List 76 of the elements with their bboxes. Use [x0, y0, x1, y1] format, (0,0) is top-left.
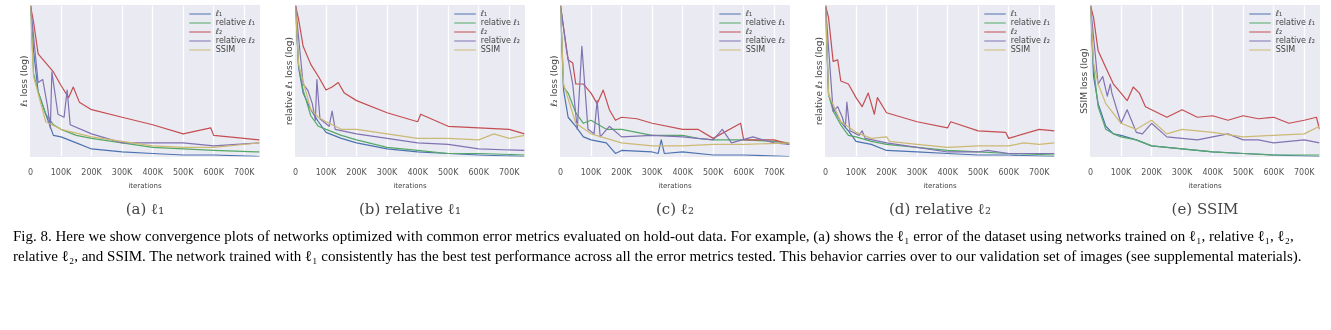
legend-label: relative ℓ₁: [745, 18, 785, 27]
x-tick-label: 0: [1087, 167, 1094, 177]
x-tick-label: 700K: [498, 167, 521, 177]
legend-label: ℓ₁: [480, 9, 489, 18]
y-axis-title: relative ℓ₂ loss (log): [813, 37, 824, 125]
x-tick-label: 300K: [111, 167, 134, 177]
x-tick-label: 0: [822, 167, 829, 177]
legend-label: relative ℓ₂: [480, 36, 520, 45]
x-tick-label: 600K: [733, 167, 755, 177]
legend-label: ℓ₂: [215, 27, 224, 36]
legend-label: relative ℓ₂: [215, 36, 255, 45]
legend-label: SSIM: [1275, 45, 1296, 54]
x-tick-label: 300K: [376, 167, 399, 177]
x-tick-label: 400K: [1202, 167, 1224, 177]
x-tick-label: 500K: [702, 167, 725, 177]
legend-label: ℓ₂: [480, 27, 489, 36]
legend-label: SSIM: [1010, 45, 1031, 54]
x-tick-label: 700K: [1293, 167, 1316, 177]
x-tick-label: 400K: [407, 167, 429, 177]
x-tick-label: 300K: [906, 167, 929, 177]
text: (d) relative ℓ₂: [889, 199, 992, 218]
legend-label: ℓ₁: [1010, 9, 1019, 18]
legend-label: ℓ₁: [745, 9, 754, 18]
x-tick-label: 0: [292, 167, 299, 177]
legend-label: relative ℓ₂: [745, 36, 785, 45]
x-tick-label: 400K: [672, 167, 694, 177]
legend-label: SSIM: [215, 45, 236, 54]
legend-label: relative ℓ₁: [1275, 18, 1315, 27]
legend-label: ℓ₂: [1010, 27, 1019, 36]
text: (e) SSIM: [1171, 199, 1239, 218]
x-tick-label: 200K: [876, 167, 898, 177]
legend-label: ℓ₂: [745, 27, 754, 36]
x-tick-label: 500K: [1232, 167, 1255, 177]
x-tick-label: 0: [557, 167, 564, 177]
x-tick-label: 200K: [611, 167, 633, 177]
text: (c) ℓ₂: [655, 199, 695, 218]
x-tick-label: 100K: [1110, 167, 1133, 177]
legend-label: SSIM: [745, 45, 766, 54]
text: (b) relative ℓ₁: [359, 199, 462, 218]
y-axis-title: ℓ₂ loss (log): [548, 55, 559, 108]
x-tick-label: 200K: [1141, 167, 1163, 177]
x-tick-label: 100K: [845, 167, 868, 177]
x-tick-label: 100K: [315, 167, 338, 177]
x-tick-label: 400K: [937, 167, 959, 177]
y-axis-title: relative ℓ₁ loss (log): [283, 37, 294, 125]
x-tick-label: 500K: [967, 167, 990, 177]
text: (a) ℓ₁: [125, 199, 165, 218]
x-tick-label: 0: [27, 167, 34, 177]
legend-label: relative ℓ₂: [1010, 36, 1050, 45]
x-tick-label: 700K: [763, 167, 786, 177]
legend-label: SSIM: [480, 45, 501, 54]
x-tick-label: 500K: [437, 167, 460, 177]
x-tick-label: 200K: [81, 167, 103, 177]
legend-label: ℓ₁: [215, 9, 224, 18]
x-tick-label: 500K: [172, 167, 195, 177]
legend-label: relative ℓ₁: [215, 18, 255, 27]
x-tick-label: 600K: [998, 167, 1020, 177]
x-tick-label: 600K: [203, 167, 225, 177]
x-tick-label: 300K: [641, 167, 664, 177]
legend-label: relative ℓ₁: [480, 18, 520, 27]
y-axis-title: ℓ₁ loss (log): [18, 55, 29, 108]
x-tick-label: 700K: [233, 167, 256, 177]
x-tick-label: 700K: [1028, 167, 1051, 177]
legend-label: ℓ₂: [1275, 27, 1284, 36]
x-tick-label: 300K: [1171, 167, 1194, 177]
caption: Fig. 8. Here we show convergence plots of networks optimized with common error metrics evaluated on hold-out data. For example, (a) shows the ℓ₁ error of the dataset using networks trained on ℓ₁, relative ℓ₁, ℓ₂, relative ℓ₂, and SSIM. The network trained with ℓ₁ consistently has the best test performance across all the error metrics tested. This behavior carries over to our validation set of images (see supplemental materials).: [12, 227, 1303, 266]
x-tick-label: 600K: [468, 167, 490, 177]
legend-label: relative ℓ₁: [1010, 18, 1050, 27]
x-tick-label: 100K: [50, 167, 73, 177]
x-tick-label: 100K: [580, 167, 603, 177]
legend-label: relative ℓ₂: [1275, 36, 1315, 45]
x-tick-label: 600K: [1263, 167, 1285, 177]
x-tick-label: 200K: [346, 167, 368, 177]
y-axis-title: SSIM loss (log): [1078, 48, 1089, 114]
x-tick-label: 400K: [142, 167, 164, 177]
legend-label: ℓ₁: [1275, 9, 1284, 18]
